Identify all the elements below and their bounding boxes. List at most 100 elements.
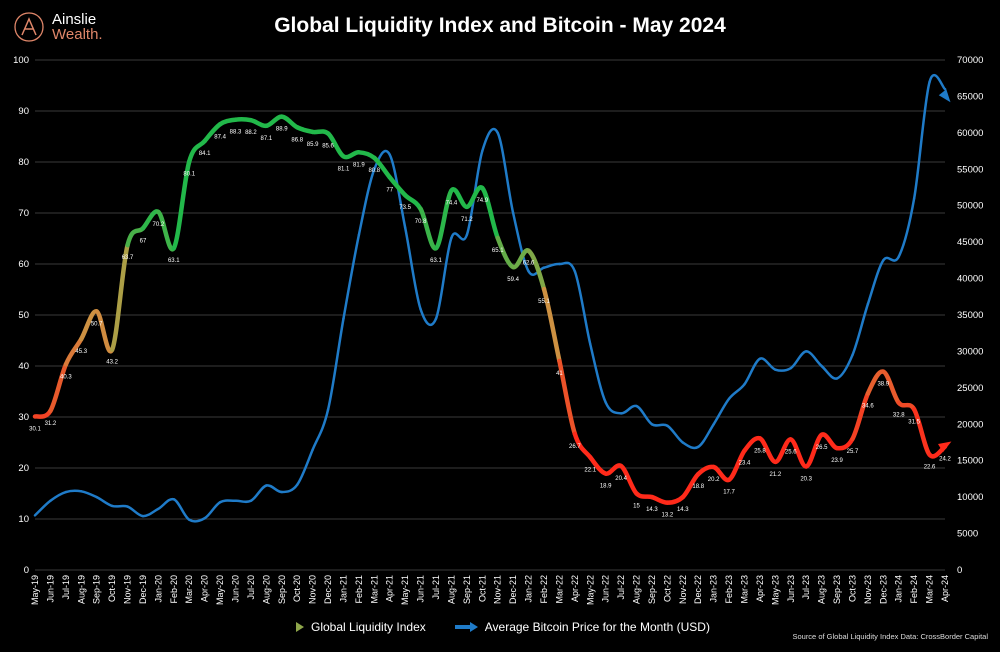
x-tick-label: Apr-21 bbox=[385, 575, 395, 602]
x-tick-label: Jun-23 bbox=[786, 575, 796, 603]
bitcoin-line-segment bbox=[542, 262, 561, 269]
x-tick-label: Jan-21 bbox=[338, 575, 348, 603]
x-tick-label: Sep-20 bbox=[277, 575, 287, 604]
right-tick-label: 20000 bbox=[957, 419, 983, 430]
chart-title: Global Liquidity Index and Bitcoin - May… bbox=[274, 14, 726, 37]
data-label: 14.3 bbox=[646, 507, 658, 513]
data-label: 21.2 bbox=[769, 472, 781, 478]
bitcoin-line-segment bbox=[527, 266, 546, 276]
x-tick-label: May-21 bbox=[400, 575, 410, 605]
data-label: 40.3 bbox=[60, 374, 72, 380]
data-label: 25.7 bbox=[847, 449, 859, 455]
bitcoin-line-segment bbox=[265, 484, 284, 494]
bitcoin-line-segment bbox=[789, 350, 808, 370]
x-tick-label: May-23 bbox=[770, 575, 780, 605]
x-tick-label: Feb-22 bbox=[539, 575, 549, 604]
bitcoin-line-segment bbox=[511, 211, 530, 273]
x-tick-label: Dec-22 bbox=[693, 575, 703, 604]
right-tick-label: 10000 bbox=[957, 492, 983, 503]
bitcoin-line-segment bbox=[774, 366, 793, 372]
liquidity-line-segment bbox=[896, 400, 917, 412]
data-label: 88.9 bbox=[276, 127, 288, 133]
bitcoin-line-segment bbox=[49, 490, 68, 503]
bitcoin-line-segment bbox=[604, 401, 623, 415]
logo: Ainslie Wealth. bbox=[12, 10, 103, 44]
data-label: 63.1 bbox=[168, 258, 180, 264]
data-label: 71.2 bbox=[461, 217, 473, 223]
liquidity-line-segment bbox=[603, 463, 624, 476]
bitcoin-line-segment bbox=[126, 505, 145, 518]
legend-item-bitcoin: Average Bitcoin Price for the Month (USD… bbox=[454, 620, 710, 634]
bitcoin-line-segment bbox=[481, 127, 499, 153]
data-label: 70.2 bbox=[153, 222, 165, 228]
liquidity-line-segment bbox=[32, 408, 53, 419]
bitcoin-line-segment bbox=[342, 233, 361, 320]
liquidity-line-segment bbox=[480, 185, 500, 241]
data-label: 45.3 bbox=[75, 349, 87, 355]
data-label: 86.8 bbox=[291, 137, 303, 143]
legend-item-liquidity: Global Liquidity Index bbox=[280, 620, 426, 634]
x-tick-label: Mar-21 bbox=[369, 575, 379, 604]
bitcoin-line-segment bbox=[758, 357, 777, 371]
bitcoin-line-segment bbox=[897, 197, 916, 258]
liquidity-line-segment bbox=[264, 114, 285, 129]
data-label: 84.1 bbox=[199, 151, 211, 157]
x-tick-label: Jul-21 bbox=[431, 575, 441, 600]
legend: Global Liquidity Index Average Bitcoin P… bbox=[280, 620, 710, 634]
data-label: 87.4 bbox=[214, 134, 226, 140]
bitcoin-line-segment bbox=[80, 490, 98, 499]
liquidity-line-segment bbox=[850, 391, 871, 442]
x-tick-label: Sep-19 bbox=[92, 575, 102, 604]
bitcoin-line-segment bbox=[712, 397, 731, 426]
x-tick-label: Oct-20 bbox=[292, 575, 302, 602]
x-tick-label: Nov-19 bbox=[123, 575, 133, 604]
liquidity-line-segment bbox=[63, 336, 84, 367]
left-tick-label: 90 bbox=[18, 106, 29, 117]
data-label: 85.6 bbox=[322, 143, 334, 149]
data-label: 31.5 bbox=[908, 419, 920, 425]
bitcoin-line-segment bbox=[882, 255, 900, 262]
liquidity-line-segment bbox=[356, 150, 377, 161]
data-label: 20.4 bbox=[615, 476, 627, 482]
arrow-right-icon bbox=[454, 622, 478, 632]
x-tick-label: Jul-20 bbox=[246, 575, 256, 600]
left-tick-label: 100 bbox=[13, 55, 29, 66]
data-label: 23.4 bbox=[739, 461, 751, 467]
right-tick-label: 70000 bbox=[957, 55, 983, 66]
bitcoin-line-segment bbox=[727, 382, 746, 401]
liquidity-line-segment bbox=[557, 358, 578, 437]
liquidity-line-segment bbox=[94, 309, 115, 354]
left-tick-label: 40 bbox=[18, 361, 29, 372]
data-label: 22.1 bbox=[584, 467, 596, 473]
right-tick-label: 55000 bbox=[957, 164, 983, 175]
data-label: 24.2 bbox=[939, 457, 951, 463]
liquidity-line-segment bbox=[541, 286, 562, 364]
x-tick-label: Jun-21 bbox=[416, 575, 426, 603]
x-tick-label: Jun-20 bbox=[231, 575, 241, 603]
data-label: 63.7 bbox=[122, 255, 134, 261]
x-tick-label: Feb-21 bbox=[354, 575, 364, 604]
right-tick-label: 30000 bbox=[957, 346, 983, 357]
arrow-right-icon bbox=[281, 622, 304, 632]
liquidity-line-segment bbox=[294, 125, 315, 135]
liquidity-line-segment bbox=[665, 494, 686, 505]
bitcoin-line-segment bbox=[249, 484, 268, 503]
bitcoin-line-segment bbox=[373, 149, 391, 171]
data-label: 15 bbox=[633, 504, 640, 510]
x-tick-label: Feb-20 bbox=[169, 575, 179, 604]
liquidity-line-segment bbox=[109, 242, 130, 352]
liquidity-line-segment bbox=[433, 188, 454, 251]
bitcoin-line-segment bbox=[187, 517, 206, 523]
bitcoin-line-segment bbox=[496, 131, 515, 215]
data-label: 18.8 bbox=[692, 484, 704, 490]
bitcoin-line-segment bbox=[558, 261, 577, 273]
bitcoin-line-segment bbox=[928, 73, 947, 91]
data-label: 13.2 bbox=[662, 513, 674, 519]
x-tick-label: Dec-23 bbox=[878, 575, 888, 604]
data-label: 14.3 bbox=[677, 507, 689, 513]
data-label: 59.4 bbox=[507, 277, 519, 283]
data-label: 18.9 bbox=[600, 484, 612, 490]
x-tick-label: Apr-24 bbox=[940, 575, 950, 602]
liquidity-line-segment bbox=[649, 494, 670, 505]
